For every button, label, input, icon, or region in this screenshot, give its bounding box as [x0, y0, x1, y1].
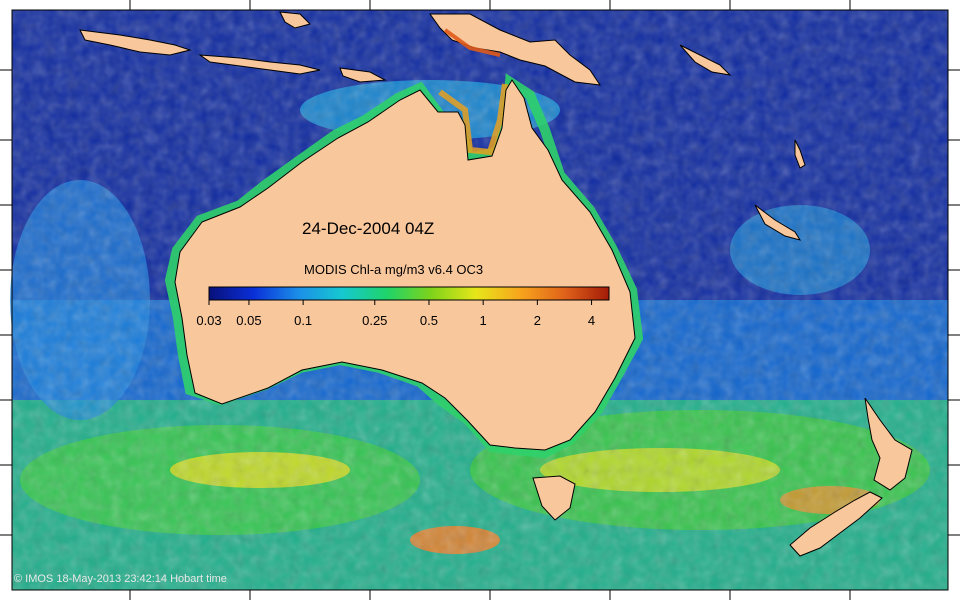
papua-gulf-bloom [443, 28, 501, 57]
colorbar-ticks [208, 300, 593, 305]
gulf-of-carpentaria-bloom [438, 83, 508, 156]
colorbar-tick-label: 4 [587, 313, 596, 328]
colorbar [208, 286, 610, 301]
vanuatu-islands [794, 139, 806, 169]
map-date-label: 24-Dec-2004 04Z [302, 219, 435, 238]
tasmania [532, 475, 576, 521]
colorbar-tick-label: 0.25 [362, 313, 388, 328]
colorbar-tick-label: 0.5 [419, 313, 439, 328]
solomon-islands [679, 44, 732, 76]
colorbar-title: MODIS Chl-a mg/m3 v6.4 OC3 [304, 262, 484, 277]
copyright-notice: © IMOS 18-May-2013 23:42:14 Hobart time [14, 573, 227, 585]
new-caledonia [754, 204, 802, 241]
colorbar-tick-label: 1 [479, 313, 487, 328]
colorbar-tick-label: 0.1 [294, 313, 313, 328]
map-frame-border [11, 9, 949, 591]
new-zealand-north-island [864, 397, 913, 491]
java-island [79, 29, 192, 56]
new-zealand-south-island [789, 491, 883, 557]
lesser-sunda-islands [198, 54, 321, 75]
colorbar-tick-label: 0.05 [236, 313, 262, 328]
timor-island [339, 67, 387, 83]
colorbar-tick-label: 0.03 [196, 313, 222, 328]
australia-landmass [174, 79, 636, 451]
colorbar-tick-label: 2 [533, 313, 541, 328]
sulawesi-island [279, 11, 311, 29]
